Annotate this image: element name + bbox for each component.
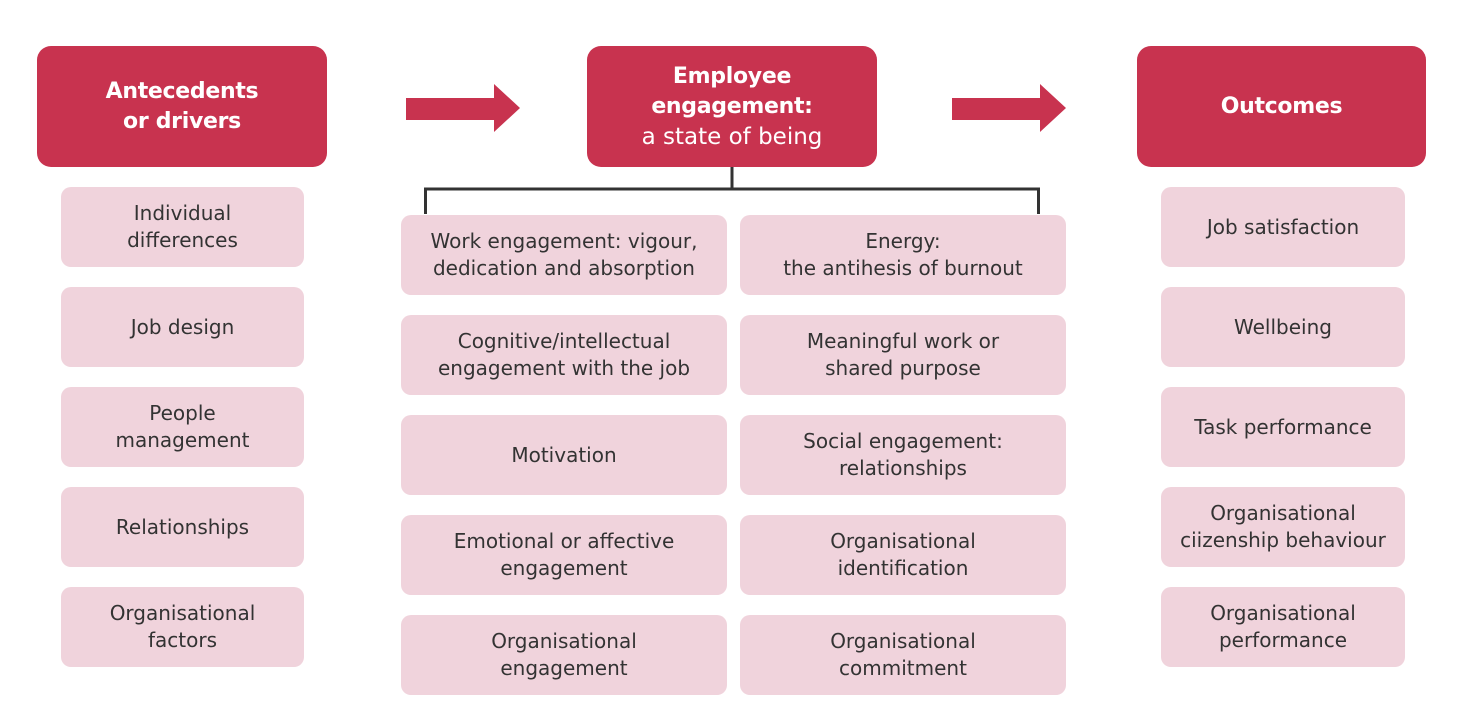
outcome-item: Task performance [1161,387,1405,467]
engagement-left-item: Emotional or affective engagement [401,515,727,595]
antecedent-item: Relationships [61,487,304,567]
right-arrow-icon [952,84,1066,132]
right-arrow-icon [406,84,520,132]
outcome-item: Organisational performance [1161,587,1405,667]
engagement-right-item: Energy: the antihesis of burnout [740,215,1066,295]
engagement-right-item: Organisational identification [740,515,1066,595]
engagement-left-item: Cognitive/intellectual engagement with t… [401,315,727,395]
engagement-left-item: Motivation [401,415,727,495]
engagement-left-item: Work engagement: vigour, dedication and … [401,215,727,295]
outcome-item: Wellbeing [1161,287,1405,367]
engagement-right-item: Meaningful work or shared purpose [740,315,1066,395]
engagement-header-title: Employee engagement: [651,63,813,119]
antecedents-header-label: Antecedents or drivers [105,78,259,134]
antecedent-item: Job design [61,287,304,367]
antecedents-header: Antecedents or drivers [37,46,327,167]
bracket-connector [424,166,1040,214]
antecedent-item: People management [61,387,304,467]
engagement-right-item: Organisational commitment [740,615,1066,695]
engagement-header-subtitle: a state of being [641,123,823,150]
engagement-left-item: Organisational engagement [401,615,727,695]
antecedent-item: Organisational factors [61,587,304,667]
outcomes-header-label: Outcomes [1220,93,1343,119]
outcome-item: Organisational ciizenship behaviour [1161,487,1405,567]
engagement-header: Employee engagement: a state of being [587,46,877,167]
antecedent-item: Individual differences [61,187,304,267]
outcome-item: Job satisfaction [1161,187,1405,267]
outcomes-header: Outcomes [1137,46,1426,167]
engagement-right-item: Social engagement: relationships [740,415,1066,495]
